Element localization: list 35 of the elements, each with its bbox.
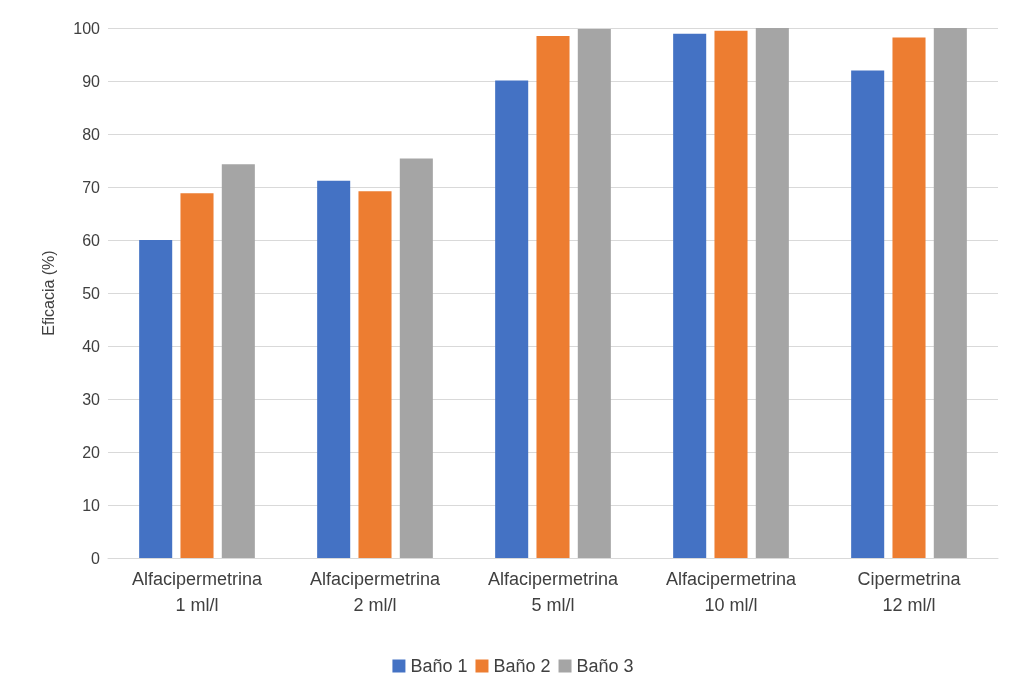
y-tick-label: 100: [73, 19, 101, 37]
bar: [399, 158, 433, 558]
legend-label: Baño 2: [493, 656, 551, 676]
y-tick-label: 20: [82, 443, 101, 461]
legend-label: Baño 3: [576, 656, 634, 676]
bar: [495, 80, 529, 558]
bar: [358, 191, 392, 558]
bar: [180, 193, 214, 558]
y-tick-label: 30: [82, 390, 101, 408]
legend-label: Baño 1: [410, 656, 468, 676]
x-tick-label: Alfacipermetrina 5 ml/l: [487, 569, 620, 615]
x-tick-label: Alfacipermetrina 2 ml/l: [309, 569, 442, 615]
y-tick-label: 90: [82, 72, 101, 90]
bar: [221, 164, 255, 558]
x-tick-label: Alfacipermetrina 10 ml/l: [665, 569, 798, 615]
y-tick-label: 40: [82, 337, 101, 355]
y-tick-label: 0: [91, 549, 101, 567]
x-tick-label: Alfacipermetrina 1 ml/l: [131, 569, 264, 615]
y-tick-label: 10: [82, 496, 101, 514]
bar: [851, 70, 885, 558]
y-axis-title: Eficacia (%): [39, 250, 57, 336]
bar: [714, 30, 748, 558]
bar: [139, 240, 173, 558]
bar: [317, 180, 351, 558]
bar: [892, 37, 926, 558]
y-tick-label: 50: [82, 284, 101, 302]
bar: [536, 35, 570, 558]
bar: [673, 33, 707, 558]
bar: [755, 28, 789, 558]
y-tick-label: 60: [82, 231, 101, 249]
y-tick-label: 70: [82, 178, 101, 196]
bar: [933, 28, 967, 558]
bar: [577, 29, 611, 558]
y-tick-label: 80: [82, 125, 101, 143]
x-tick-label: Cipermetrina 12 ml/l: [857, 569, 962, 615]
